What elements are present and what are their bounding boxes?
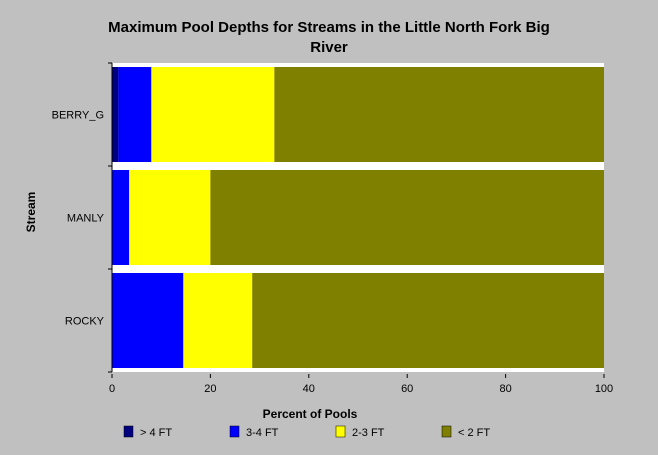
bar-manly-series-1 [112, 170, 130, 265]
legend: > 4 FT 3-4 FT 2-3 FT < 2 FT [123, 425, 490, 439]
x-tick-label: 40 [303, 383, 315, 395]
y-tick-label: BERRY_G [52, 110, 104, 122]
legend-swatch [123, 425, 134, 438]
x-tick-label: 60 [401, 383, 413, 395]
bar-berry_g-series-2 [151, 67, 275, 162]
legend-swatch [335, 425, 346, 438]
legend-label: < 2 FT [458, 427, 490, 439]
bar-rocky-series-2 [183, 273, 253, 368]
bar-manly-series-3 [210, 170, 604, 265]
x-axis-ticks: 0 20 40 60 80 100 [109, 374, 613, 395]
bar-rocky-series-3 [252, 273, 604, 368]
bar-rocky-series-1 [112, 273, 184, 368]
legend-label: > 4 FT [140, 427, 172, 439]
bar-berry_g-series-3 [274, 67, 604, 162]
y-axis-title: Stream [24, 192, 38, 233]
bars [112, 67, 604, 368]
chart-title: Maximum Pool Depths for Streams in the L… [108, 19, 550, 56]
x-tick-label: 100 [595, 383, 613, 395]
chart-title-line: River [310, 39, 348, 56]
bar-manly-series-2 [129, 170, 211, 265]
legend-swatch [229, 425, 240, 438]
legend-label: 3-4 FT [246, 427, 279, 439]
x-axis-title: Percent of Pools [263, 407, 358, 421]
bar-berry_g-series-0 [112, 67, 119, 162]
x-tick-label: 20 [204, 383, 216, 395]
y-axis-ticks: BERRY_G MANLY ROCKY [52, 62, 112, 373]
x-tick-label: 80 [499, 383, 511, 395]
y-tick-label: ROCKY [65, 316, 105, 328]
legend-swatch [441, 425, 452, 438]
chart-title-line: Maximum Pool Depths for Streams in the L… [108, 19, 550, 36]
bar-berry_g-series-1 [118, 67, 152, 162]
y-tick-label: MANLY [67, 213, 105, 225]
x-tick-label: 0 [109, 383, 115, 395]
legend-label: 2-3 FT [352, 427, 385, 439]
